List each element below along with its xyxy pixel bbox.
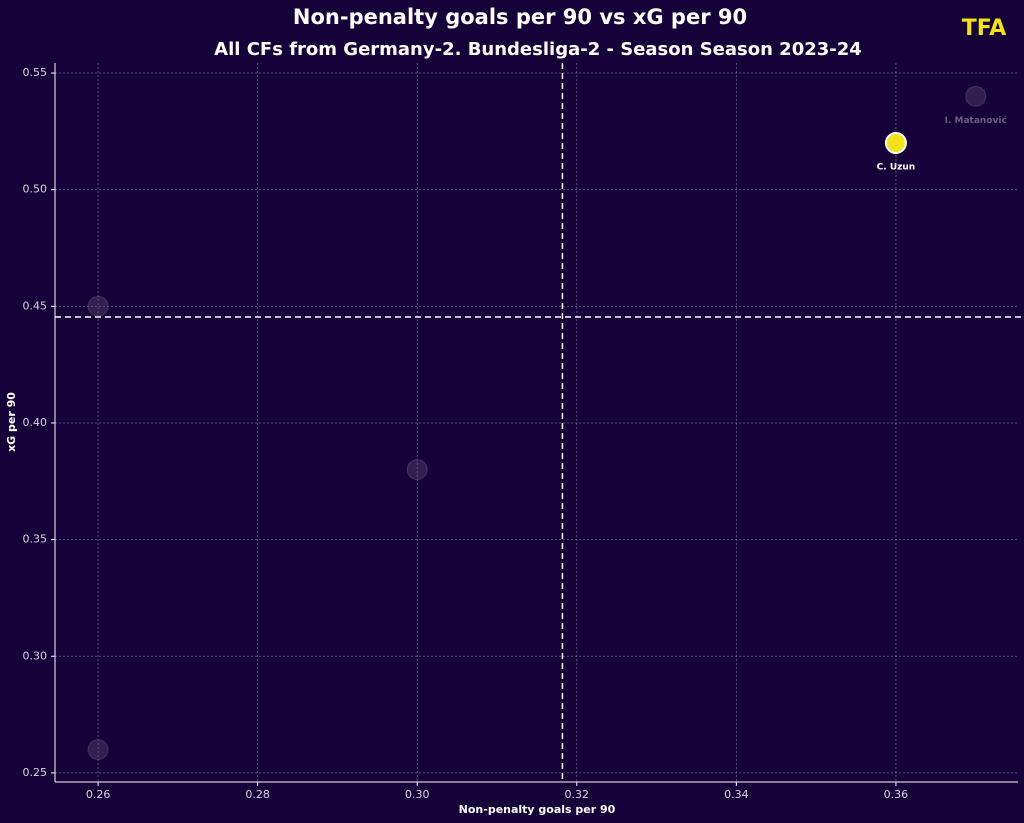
x-tick-label: 0.36 [884,788,909,801]
y-tick-label: 0.55 [23,66,48,79]
point [884,132,907,155]
y-tick-label: 0.25 [23,766,48,779]
point-label: I. Matanović [945,115,1008,126]
y-tick-label: 0.50 [23,183,48,196]
point [87,295,109,317]
x-tick-label: 0.30 [405,788,430,801]
x-tick-label: 0.34 [724,788,749,801]
chart-subtitle: All CFs from Germany-2. Bundesliga-2 - S… [214,39,862,60]
point [406,459,428,481]
x-tick-label: 0.32 [565,788,590,801]
y-tick-label: 0.30 [23,649,48,662]
x-tick-label: 0.28 [245,788,270,801]
point [87,739,109,761]
point-label: C. Uzun [877,163,916,173]
y-tick-label: 0.40 [23,416,48,429]
y-axis-label: xG per 90 [5,392,18,452]
y-tick-label: 0.45 [23,299,48,312]
point [965,85,987,107]
x-axis-label: Non-penalty goals per 90 [459,803,616,816]
y-tick-label: 0.35 [23,533,48,546]
chart-title: Non-penalty goals per 90 vs xG per 90 [293,5,747,29]
logo: TFA [962,16,1007,41]
x-tick-label: 0.26 [86,788,111,801]
